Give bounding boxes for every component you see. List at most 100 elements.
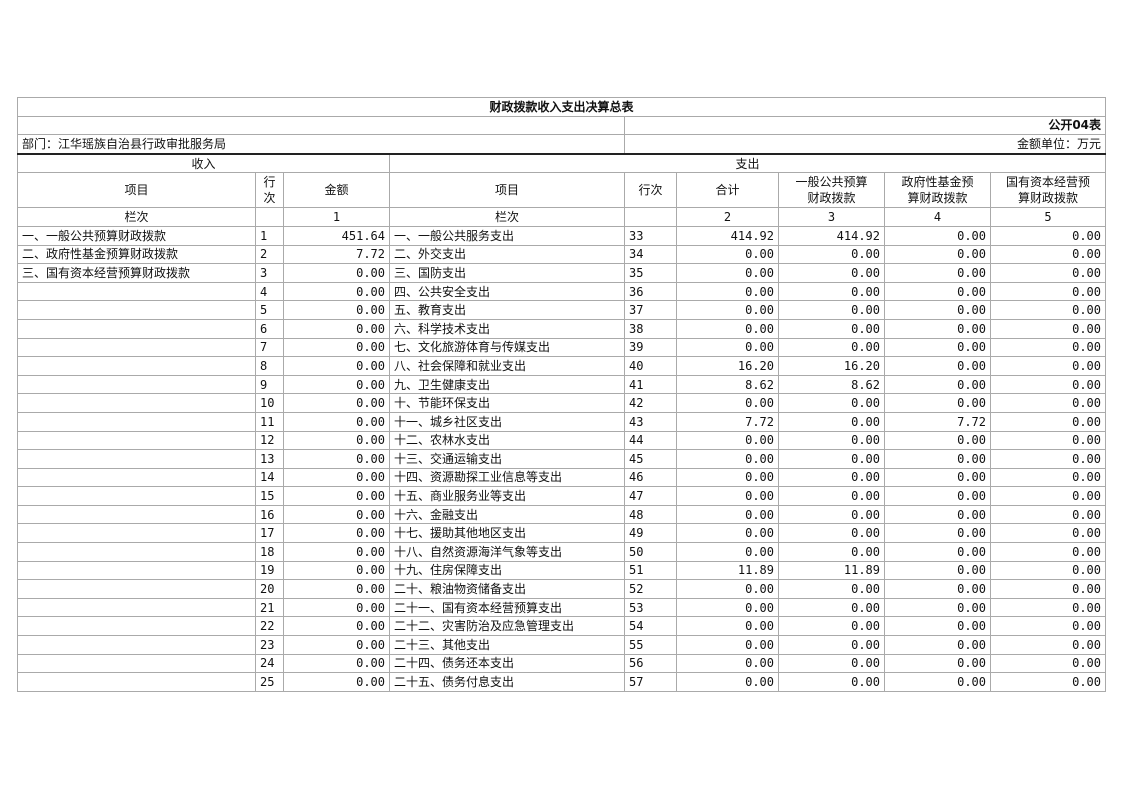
cell-ex-item: 二十、粮油物资储备支出 (389, 579, 625, 599)
cell-state: 0.00 (989, 225, 1107, 246)
cell-in-item (17, 672, 256, 692)
cell-ex-item: 二十一、国有资本经营预算支出 (389, 597, 625, 618)
cell-in-no: 24 (255, 653, 284, 674)
cell-state: 0.00 (989, 356, 1107, 376)
cell-in-amt: 0.00 (283, 467, 390, 488)
cell-total: 0.00 (676, 653, 779, 674)
cell-fund: 0.00 (884, 449, 991, 469)
table-row: 15 0.00 十五、商业服务业等支出 47 0.00 0.00 0.00 0.00 (17, 486, 1107, 506)
cell-state: 0.00 (989, 337, 1107, 358)
cell-ex-item: 五、教育支出 (389, 300, 625, 320)
cell-ex-item: 九、卫生健康支出 (389, 374, 625, 395)
cell-ex-no: 41 (624, 374, 677, 395)
cell-in-amt: 0.00 (283, 635, 390, 655)
cell-ex-item: 四、公共安全支出 (389, 281, 625, 302)
cell-in-no: 21 (255, 597, 284, 618)
cell-ex-no: 52 (624, 579, 677, 599)
col-state: 国有资本经营预 算财政拨款 (989, 172, 1107, 209)
cell-in-no: 9 (255, 374, 284, 395)
cell-in-amt: 0.00 (283, 523, 390, 544)
cell-in-no: 5 (255, 300, 284, 320)
cell-general: 0.00 (778, 635, 885, 655)
table-row: 一、一般公共预算财政拨款 1 451.64 一、一般公共服务支出 33 414.92 414… (17, 225, 1107, 246)
cell-in-no: 14 (255, 467, 284, 488)
cell-fund: 0.00 (884, 542, 991, 562)
cell-fund: 0.00 (884, 225, 991, 246)
cell-state: 0.00 (989, 523, 1107, 544)
cell-state: 0.00 (989, 281, 1107, 302)
cell-in-no: 23 (255, 635, 284, 655)
cell-ex-item: 二十五、债务付息支出 (389, 672, 625, 692)
cell-in-amt: 0.00 (283, 449, 390, 469)
cell-in-no: 12 (255, 430, 284, 451)
cell-ex-item: 一、一般公共服务支出 (389, 225, 625, 246)
cell-ex-no: 38 (624, 318, 677, 339)
cell-total: 414.92 (676, 225, 779, 246)
cell-ex-no: 40 (624, 356, 677, 376)
cell-total: 0.00 (676, 616, 779, 637)
lanci-1: 1 (283, 207, 390, 227)
table-title: 财政拨款收入支出决算总表 (16, 97, 1107, 117)
cell-in-no: 19 (255, 560, 284, 581)
cell-ex-no: 46 (624, 467, 677, 488)
cell-ex-no: 57 (624, 672, 677, 692)
cell-in-item (17, 635, 256, 655)
cell-ex-item: 十一、城乡社区支出 (389, 411, 625, 432)
cell-fund: 0.00 (884, 467, 991, 488)
cell-state: 0.00 (989, 560, 1107, 581)
cell-ex-item: 八、社会保障和就业支出 (389, 356, 625, 376)
cell-fund: 0.00 (884, 281, 991, 302)
cell-fund: 0.00 (884, 318, 991, 339)
cell-state: 0.00 (989, 374, 1107, 395)
table-row: 13 0.00 十三、交通运输支出 45 0.00 0.00 0.00 0.00 (17, 449, 1107, 469)
cell-general: 0.00 (778, 579, 885, 599)
cell-general: 0.00 (778, 653, 885, 674)
cell-ex-no: 55 (624, 635, 677, 655)
col-amount: 金额 (283, 172, 390, 209)
cell-ex-item: 十四、资源勘探工业信息等支出 (389, 467, 625, 488)
cell-total: 0.00 (676, 337, 779, 358)
table-row: 14 0.00 十四、资源勘探工业信息等支出 46 0.00 0.00 0.00 0.00 (17, 467, 1107, 488)
cell-fund: 0.00 (884, 616, 991, 637)
table-row: 8 0.00 八、社会保障和就业支出 40 16.20 16.20 0.00 0.00 (17, 356, 1107, 376)
cell-ex-no: 45 (624, 449, 677, 469)
cell-in-no: 15 (255, 486, 284, 506)
cell-total: 0.00 (676, 263, 779, 283)
cell-state: 0.00 (989, 542, 1107, 562)
cell-in-amt: 0.00 (283, 542, 390, 562)
cell-in-no: 1 (255, 225, 284, 246)
cell-general: 0.00 (778, 616, 885, 637)
cell-state: 0.00 (989, 672, 1107, 692)
cell-in-no: 6 (255, 318, 284, 339)
cell-state: 0.00 (989, 467, 1107, 488)
expense-header: 支出 (388, 153, 1107, 174)
cell-ex-item: 三、国防支出 (389, 263, 625, 283)
cell-total: 0.00 (676, 579, 779, 599)
unit-label: 金额单位：万元 (623, 134, 1107, 155)
cell-fund: 0.00 (884, 486, 991, 506)
cell-state: 0.00 (989, 579, 1107, 599)
lanci-5: 5 (989, 207, 1107, 227)
cell-fund: 7.72 (884, 411, 991, 432)
cell-in-item (17, 653, 256, 674)
cell-in-item (17, 374, 256, 395)
cell-ex-item: 二十三、其他支出 (389, 635, 625, 655)
cell-fund: 0.00 (884, 337, 991, 358)
cell-total: 0.00 (676, 281, 779, 302)
cell-fund: 0.00 (884, 560, 991, 581)
cell-in-no: 8 (255, 356, 284, 376)
cell-in-no: 20 (255, 579, 284, 599)
cell-in-item (17, 560, 256, 581)
cell-general: 8.62 (778, 374, 885, 395)
table-row: 9 0.00 九、卫生健康支出 41 8.62 8.62 0.00 0.00 (17, 374, 1107, 395)
cell-state: 0.00 (989, 430, 1107, 451)
cell-state: 0.00 (989, 616, 1107, 637)
cell-general: 0.00 (778, 430, 885, 451)
cell-total: 0.00 (676, 244, 779, 265)
cell-general: 0.00 (778, 597, 885, 618)
cell-total: 0.00 (676, 542, 779, 562)
cell-ex-no: 37 (624, 300, 677, 320)
cell-in-item (17, 300, 256, 320)
cell-general: 0.00 (778, 337, 885, 358)
cell-in-no: 4 (255, 281, 284, 302)
